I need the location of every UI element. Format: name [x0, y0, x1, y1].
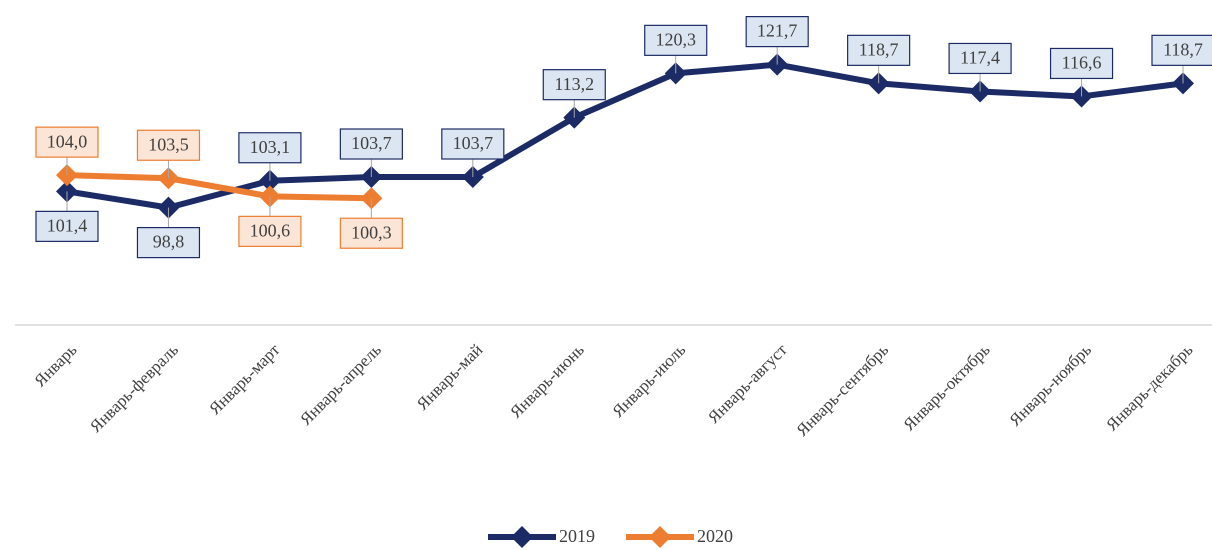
legend-marker	[649, 526, 671, 548]
value-label-box	[542, 69, 606, 101]
value-label: 103,7	[453, 133, 494, 153]
value-label-box	[136, 227, 201, 259]
value-label: 103,1	[250, 137, 291, 157]
value-label-box	[35, 126, 99, 158]
x-tick-label: Январь-ноябрь	[1006, 340, 1096, 430]
x-tick-label: Январь-сентябрь	[793, 340, 893, 440]
value-label-box	[339, 128, 403, 160]
x-tick-label: Январь-август	[704, 340, 791, 427]
value-label: 121,7	[757, 21, 798, 41]
value-label: 118,7	[1163, 39, 1203, 59]
value-label: 117,4	[960, 48, 1000, 68]
value-label-box	[339, 217, 403, 249]
legend-label: 2020	[697, 526, 733, 546]
x-tick-label: Январь-май	[413, 340, 487, 414]
value-label-box	[1049, 47, 1114, 80]
value-label: 98,8	[153, 232, 185, 252]
value-label: 116,6	[1062, 53, 1102, 73]
value-label-box	[238, 132, 302, 164]
value-label: 113,2	[554, 74, 594, 94]
value-label: 118,7	[859, 39, 899, 59]
legend-label: 2019	[559, 526, 595, 546]
value-label-box	[238, 215, 302, 247]
value-label-box	[35, 210, 99, 242]
value-label: 100,3	[351, 222, 392, 242]
value-label-box	[136, 129, 201, 161]
value-label-box	[1151, 34, 1212, 66]
x-tick-label: Январь-апрель	[296, 340, 385, 429]
x-tick-label: Январь-февраль	[86, 340, 182, 436]
value-label-box	[948, 42, 1012, 75]
value-label: 103,7	[351, 133, 392, 153]
series-line	[66, 61, 1184, 211]
x-tick-label: Январь	[30, 340, 80, 390]
x-tick-label: Январь-июнь	[506, 340, 588, 422]
value-label: 120,3	[655, 29, 696, 49]
value-label-box	[847, 34, 911, 66]
value-label: 100,6	[250, 220, 291, 240]
value-label-box	[441, 128, 505, 160]
value-label: 104,0	[47, 131, 88, 151]
value-label: 103,5	[148, 134, 189, 154]
value-label-box	[745, 16, 809, 48]
series-line	[66, 172, 372, 202]
x-tick-label: Январь-март	[205, 340, 284, 419]
legend-marker	[511, 526, 533, 548]
x-tick-label: Январь-июль	[608, 340, 689, 421]
point-marker	[563, 106, 586, 129]
x-tick-label: Январь-декабрь	[1102, 340, 1196, 434]
value-label-box	[644, 24, 708, 56]
x-tick-label: Январь-октябрь	[900, 340, 994, 434]
value-label: 101,4	[47, 215, 88, 235]
